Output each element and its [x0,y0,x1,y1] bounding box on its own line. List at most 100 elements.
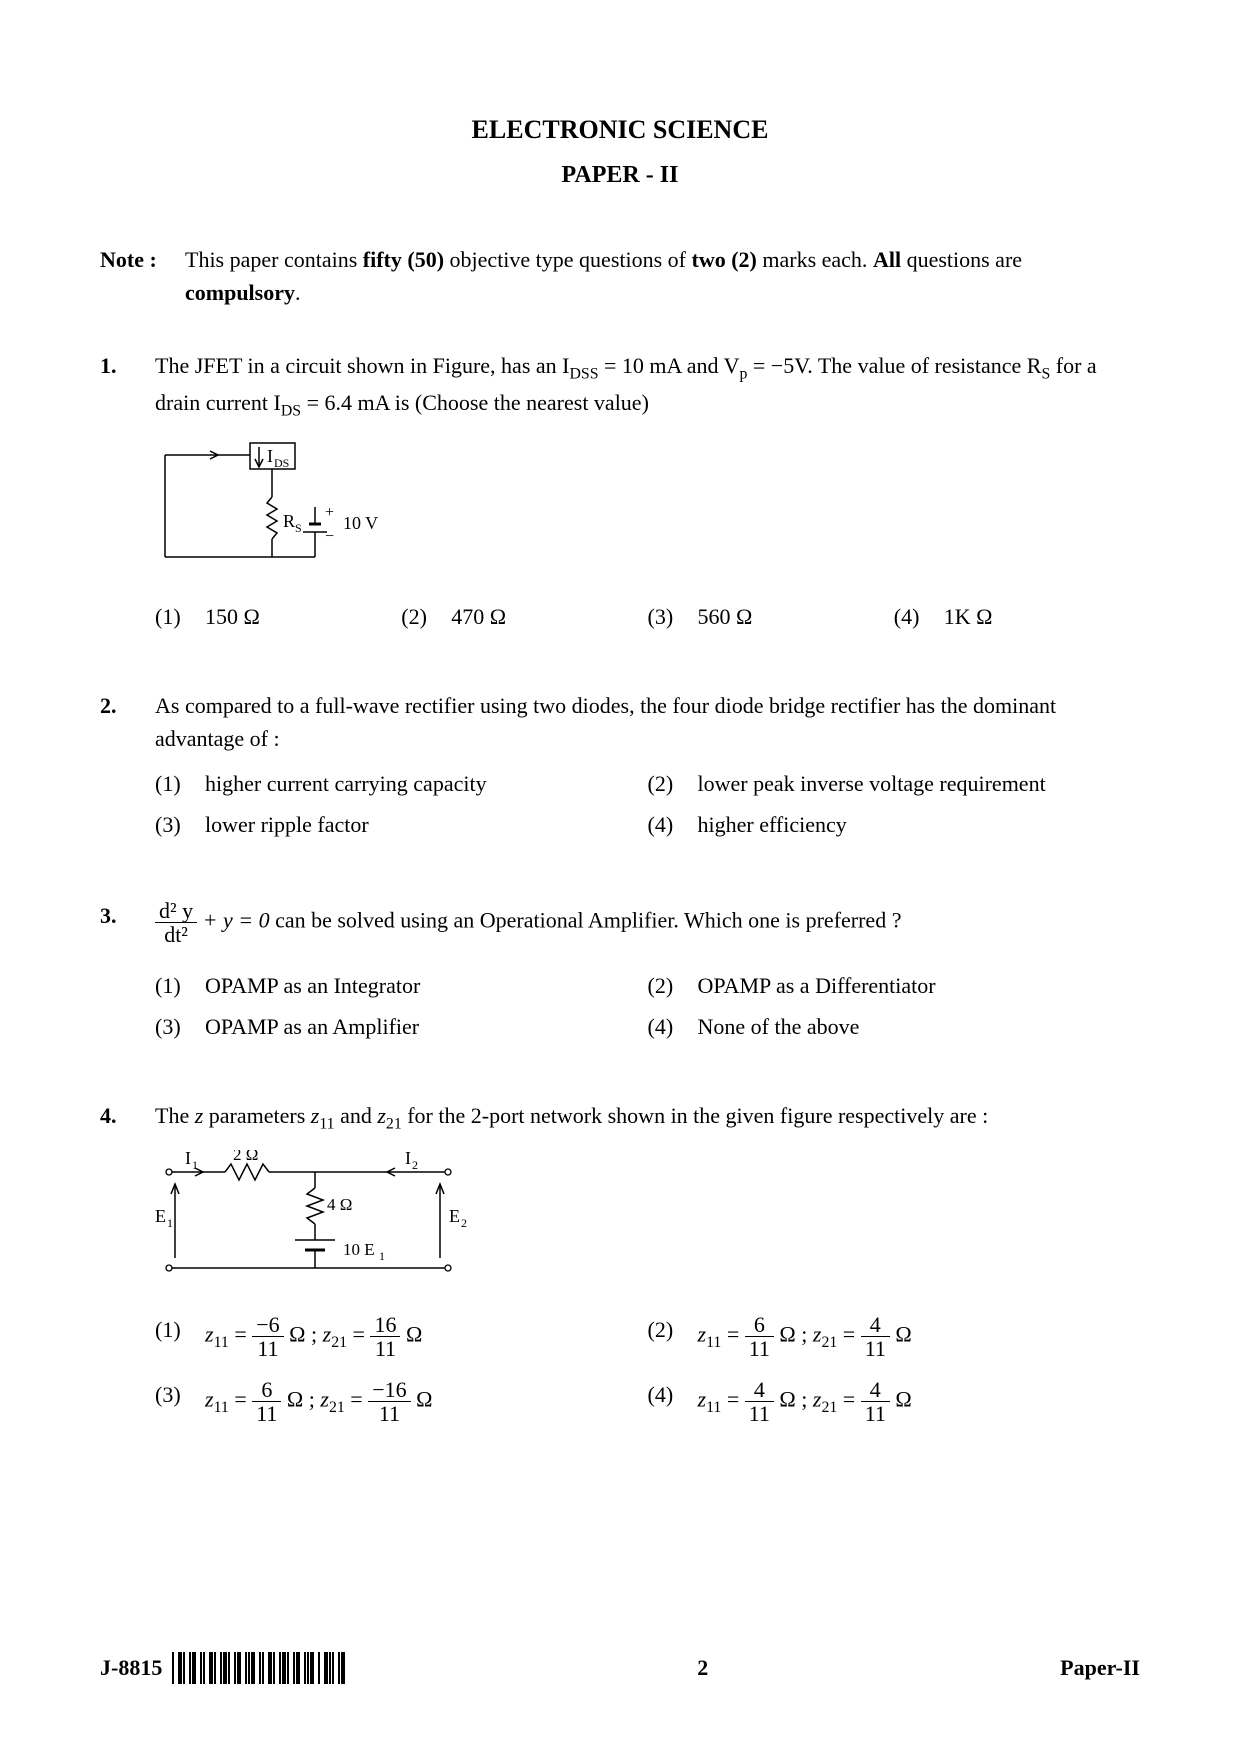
note-bold: compulsory [185,280,295,305]
svg-text:2: 2 [461,1216,467,1230]
numerator: d² y [155,899,197,923]
option-text: z11 = 611 Ω ; z21 = −1611 Ω [205,1378,432,1425]
note-text-part: questions are [901,247,1022,272]
svg-text:1: 1 [167,1216,173,1230]
question-text: The JFET in a circuit shown in Figure, h… [155,349,1140,423]
two-port-network-figure: I 1 2 Ω I 2 4 Ω 1 [155,1150,1140,1299]
text-part: parameters [203,1103,311,1128]
option-number: (4) [648,808,698,841]
svg-text:1: 1 [379,1249,385,1263]
option-number: (1) [155,600,205,633]
page-footer: J-8815 2 Paper-II [100,1651,1140,1684]
options-row: (3)OPAMP as an Amplifier (4)None of the … [155,1010,1140,1043]
option-number: (2) [401,600,451,633]
text-part: The JFET in a circuit shown in Figure, h… [155,353,569,378]
note-bold: two (2) [692,247,757,272]
option-number: (4) [648,1378,698,1425]
question-1: 1. The JFET in a circuit shown in Figure… [100,349,1140,641]
subscript: DS [281,403,301,420]
barcode-icon [172,1652,345,1684]
text-part: = 6.4 mA is (Choose the nearest value) [301,390,649,415]
svg-text:I: I [405,1150,411,1168]
option-text: z11 = 611 Ω ; z21 = 411 Ω [698,1313,912,1360]
text-part: = −5V. The value of resistance R [747,353,1041,378]
paper-label: Paper-II [1060,1651,1140,1684]
option-text: OPAMP as an Amplifier [205,1010,419,1043]
italic-var: z [195,1103,204,1128]
svg-text:10 E: 10 E [343,1240,375,1259]
options-row: (1) z11 = −611 Ω ; z21 = 1611 Ω (2) z11 … [155,1313,1140,1360]
text-part: and [335,1103,378,1128]
option-text: 470 Ω [451,600,506,633]
option-number: (2) [648,767,698,800]
option-text: higher current carrying capacity [205,767,487,800]
option-number: (3) [155,1010,205,1043]
subscript: 21 [386,1115,402,1132]
question-number: 4. [100,1099,155,1434]
svg-text:E: E [155,1206,166,1226]
question-number: 3. [100,899,155,1050]
option-text: higher efficiency [698,808,847,841]
option-number: (1) [155,969,205,1002]
question-4: 4. The z parameters z11 and z21 for the … [100,1099,1140,1434]
option-number: (1) [155,767,205,800]
subscript: S [1041,365,1050,382]
svg-text:10 V: 10 V [343,513,378,533]
option-text: OPAMP as an Integrator [205,969,420,1002]
subscript: 11 [319,1115,334,1132]
option-text: lower peak inverse voltage requirement [698,767,1046,800]
svg-text:S: S [295,521,302,535]
option-text: z11 = 411 Ω ; z21 = 411 Ω [698,1378,912,1425]
options-row: (1)150 Ω (2)470 Ω (3)560 Ω (4)1K Ω [155,600,1140,633]
svg-text:I: I [267,446,273,466]
question-number: 1. [100,349,155,641]
note-bold: fifty (50) [363,247,444,272]
option-number: (3) [648,600,698,633]
question-text: The z parameters z11 and z21 for the 2-p… [155,1099,1140,1136]
svg-text:R: R [283,511,295,531]
option-number: (3) [155,808,205,841]
option-number: (4) [648,1010,698,1043]
equation-rest: + y = 0 [197,908,269,933]
svg-text:+: + [325,504,334,521]
question-text: d² y dt² + y = 0 can be solved using an … [155,899,1140,946]
options-row: (1)OPAMP as an Integrator (2)OPAMP as a … [155,969,1140,1002]
option-number: (1) [155,1313,205,1360]
option-number: (2) [648,1313,698,1360]
svg-text:DS: DS [274,456,289,470]
document-title: ELECTRONIC SCIENCE [100,110,1140,149]
option-text: 1K Ω [944,600,993,633]
option-number: (4) [894,600,944,633]
svg-text:2 Ω: 2 Ω [233,1150,258,1164]
option-text: 150 Ω [205,600,260,633]
svg-text:1: 1 [192,1158,198,1172]
option-text: OPAMP as a Differentiator [698,969,936,1002]
option-number: (2) [648,969,698,1002]
denominator: dt² [155,923,197,946]
text-part: for the 2-port network shown in the give… [402,1103,988,1128]
note-text-part: marks each. [757,247,873,272]
svg-text:−: − [325,528,334,545]
option-text: lower ripple factor [205,808,369,841]
svg-text:I: I [185,1150,191,1168]
option-text: z11 = −611 Ω ; z21 = 1611 Ω [205,1313,422,1360]
note-text: This paper contains fifty (50) objective… [185,243,1140,309]
note-text-part: . [295,280,301,305]
question-number: 2. [100,689,155,849]
jfet-circuit-figure: I DS + − R S [155,437,1140,586]
options-row: (3)lower ripple factor (4)higher efficie… [155,808,1140,841]
option-text: 560 Ω [698,600,753,633]
svg-text:2: 2 [412,1158,418,1172]
options-row: (3) z11 = 611 Ω ; z21 = −1611 Ω (4) z11 … [155,1378,1140,1425]
question-text: As compared to a full-wave rectifier usi… [155,689,1140,755]
note-label: Note : [100,243,185,309]
question-2: 2. As compared to a full-wave rectifier … [100,689,1140,849]
text-part: = 10 mA and V [599,353,740,378]
note-text-part: This paper contains [185,247,363,272]
document-subtitle: PAPER - II [100,157,1140,193]
svg-text:4 Ω: 4 Ω [327,1195,352,1214]
svg-text:E: E [449,1206,460,1226]
page-number: 2 [697,1651,708,1684]
question-3: 3. d² y dt² + y = 0 can be solved using … [100,899,1140,1050]
note-bold: All [873,247,901,272]
